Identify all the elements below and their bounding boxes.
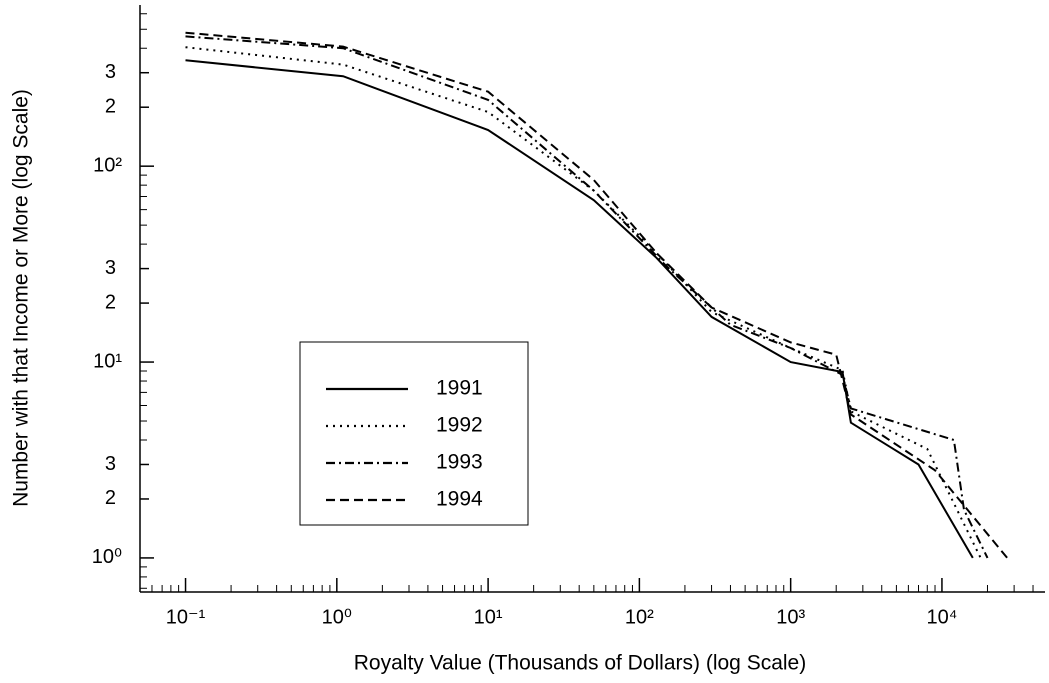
x-tick-label: 10⁻¹ <box>166 606 206 628</box>
y-tick-label: 2 <box>105 291 116 313</box>
x-axis-title: Royalty Value (Thousands of Dollars) (lo… <box>354 652 806 675</box>
x-tick-label: 10³ <box>776 606 805 628</box>
x-tick-label: 10² <box>625 606 654 628</box>
series-line <box>185 35 989 559</box>
y-tick-label: 10⁰ <box>92 546 122 568</box>
legend-box <box>299 341 529 526</box>
legend-label: 1993 <box>436 451 483 474</box>
y-tick-label: 3 <box>105 61 116 83</box>
y-tick-label: 3 <box>105 453 116 475</box>
series-line <box>185 31 1008 559</box>
y-axis-title: Number with that Income or More (log Sca… <box>10 89 33 507</box>
legend-label: 1991 <box>436 377 483 400</box>
y-tick-label: 2 <box>105 487 116 509</box>
y-tick-label: 10² <box>93 154 122 176</box>
y-tick-label: 10¹ <box>93 350 122 372</box>
legend-label: 1992 <box>436 414 483 437</box>
y-tick-label: 3 <box>105 257 116 279</box>
series-line <box>185 46 982 559</box>
legend-label: 1994 <box>436 488 483 511</box>
x-tick-label: 10¹ <box>474 606 503 628</box>
x-tick-label: 10⁴ <box>927 606 958 628</box>
y-tick-label: 2 <box>105 95 116 117</box>
series-line <box>185 59 974 559</box>
x-tick-label: 10⁰ <box>322 606 352 628</box>
